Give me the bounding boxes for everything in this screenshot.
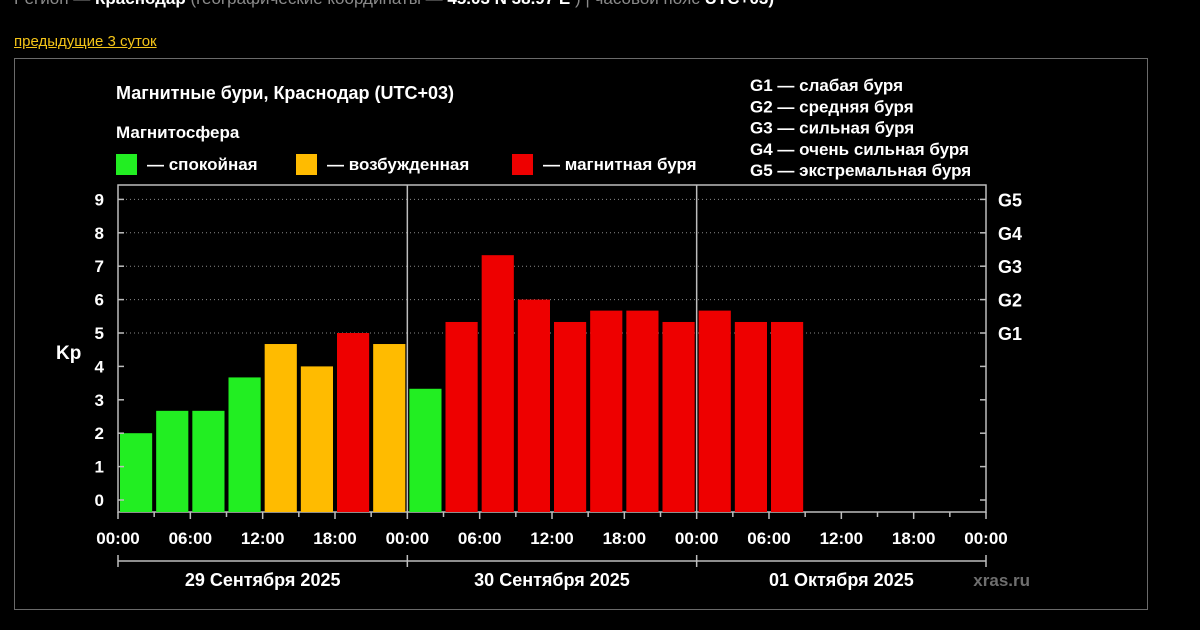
bar	[192, 410, 225, 512]
bar	[698, 310, 731, 512]
g-legend-item: G4 — очень сильная буря	[750, 140, 969, 159]
header-info: Регион — Краснодар (географические коорд…	[14, 0, 774, 9]
bar	[120, 433, 153, 512]
x-tick-label: 06:00	[747, 529, 790, 548]
y-tick-label: 9	[95, 190, 104, 209]
g-tick-label: G4	[998, 224, 1022, 244]
x-tick-label: 12:00	[530, 529, 573, 548]
x-tick-label: 00:00	[964, 529, 1007, 548]
y-tick-label: 8	[95, 224, 104, 243]
g-tick-label: G2	[998, 291, 1022, 311]
x-tick-label: 12:00	[820, 529, 863, 548]
legend-swatch-excited	[296, 154, 317, 175]
x-tick-label: 18:00	[603, 529, 646, 548]
chart-title: Магнитные бури, Краснодар (UTC+03)	[116, 83, 454, 103]
region-label: Регион —	[14, 0, 90, 8]
x-tick-label: 06:00	[169, 529, 212, 548]
y-axis-label: Kp	[56, 343, 81, 364]
y-tick-label: 1	[95, 458, 104, 477]
bar	[264, 344, 297, 512]
bar	[409, 388, 442, 512]
g-legend-item: G1 — слабая буря	[750, 76, 903, 95]
bar	[156, 410, 189, 512]
timezone-label: ) | часовой пояс	[575, 0, 700, 8]
g-scale-legend: G1 — слабая буря G2 — средняя буря G3 — си…	[750, 76, 971, 180]
g-tick-label: G5	[998, 190, 1022, 210]
bar	[554, 321, 587, 512]
legend-label-excited: — возбужденная	[327, 155, 469, 174]
bar	[517, 299, 550, 512]
legend-label-storm: — магнитная буря	[543, 155, 697, 174]
x-tick-label: 00:00	[386, 529, 429, 548]
plot-area: 0 1 2 3 4 5 6 7 8 9 Kp G1 G2 G3 G4 G5 00:00 06:00 12:00 18:…	[56, 184, 1022, 590]
timezone-value: UTC+03)	[705, 0, 774, 8]
bar	[373, 344, 406, 512]
legend-title: Магнитосфера	[116, 123, 240, 142]
x-tick-label: 18:00	[892, 529, 935, 548]
g-tick-label: G1	[998, 324, 1022, 344]
y-tick-label: 4	[95, 357, 105, 376]
bar	[771, 321, 804, 512]
bar	[626, 310, 659, 512]
bar	[445, 321, 478, 512]
x-tick-label: 12:00	[241, 529, 284, 548]
bar	[337, 333, 370, 512]
coords-label: (географические координаты —	[191, 0, 443, 8]
day-label: 30 Сентября 2025	[474, 570, 630, 590]
bar	[590, 310, 623, 512]
y-tick-label: 7	[95, 257, 104, 276]
bar	[228, 377, 261, 512]
x-tick-label: 06:00	[458, 529, 501, 548]
bar	[300, 366, 333, 512]
legend-label-calm: — спокойная	[147, 155, 258, 174]
day-label: 29 Сентября 2025	[185, 570, 341, 590]
y-tick-label: 6	[95, 291, 104, 310]
x-tick-label: 00:00	[675, 529, 718, 548]
legend: — спокойная — возбужденная — магнитная бур…	[116, 154, 697, 175]
y-tick-label: 3	[95, 391, 104, 410]
y-tick-label: 2	[95, 424, 104, 443]
bar	[662, 321, 695, 512]
day-label: 01 Октября 2025	[769, 570, 914, 590]
g-legend-item: G2 — средняя буря	[750, 97, 914, 116]
legend-swatch-calm	[116, 154, 137, 175]
bar	[481, 255, 514, 513]
g-legend-item: G3 — сильная буря	[750, 119, 914, 138]
g-tick-label: G3	[998, 257, 1022, 277]
y-tick-label: 5	[95, 324, 104, 343]
coords-value: 45.03 N 38.97 E	[447, 0, 570, 8]
region-name: Краснодар	[95, 0, 186, 8]
chart-frame	[14, 58, 1148, 610]
watermark: xras.ru	[973, 571, 1030, 590]
legend-swatch-storm	[512, 154, 533, 175]
g-legend-item: G5 — экстремальная буря	[750, 161, 971, 180]
previous-3-days-link[interactable]: предыдущие 3 суток	[14, 33, 157, 50]
x-tick-label: 00:00	[96, 529, 139, 548]
y-tick-label: 0	[95, 491, 104, 510]
x-tick-label: 18:00	[313, 529, 356, 548]
bar	[734, 321, 767, 512]
